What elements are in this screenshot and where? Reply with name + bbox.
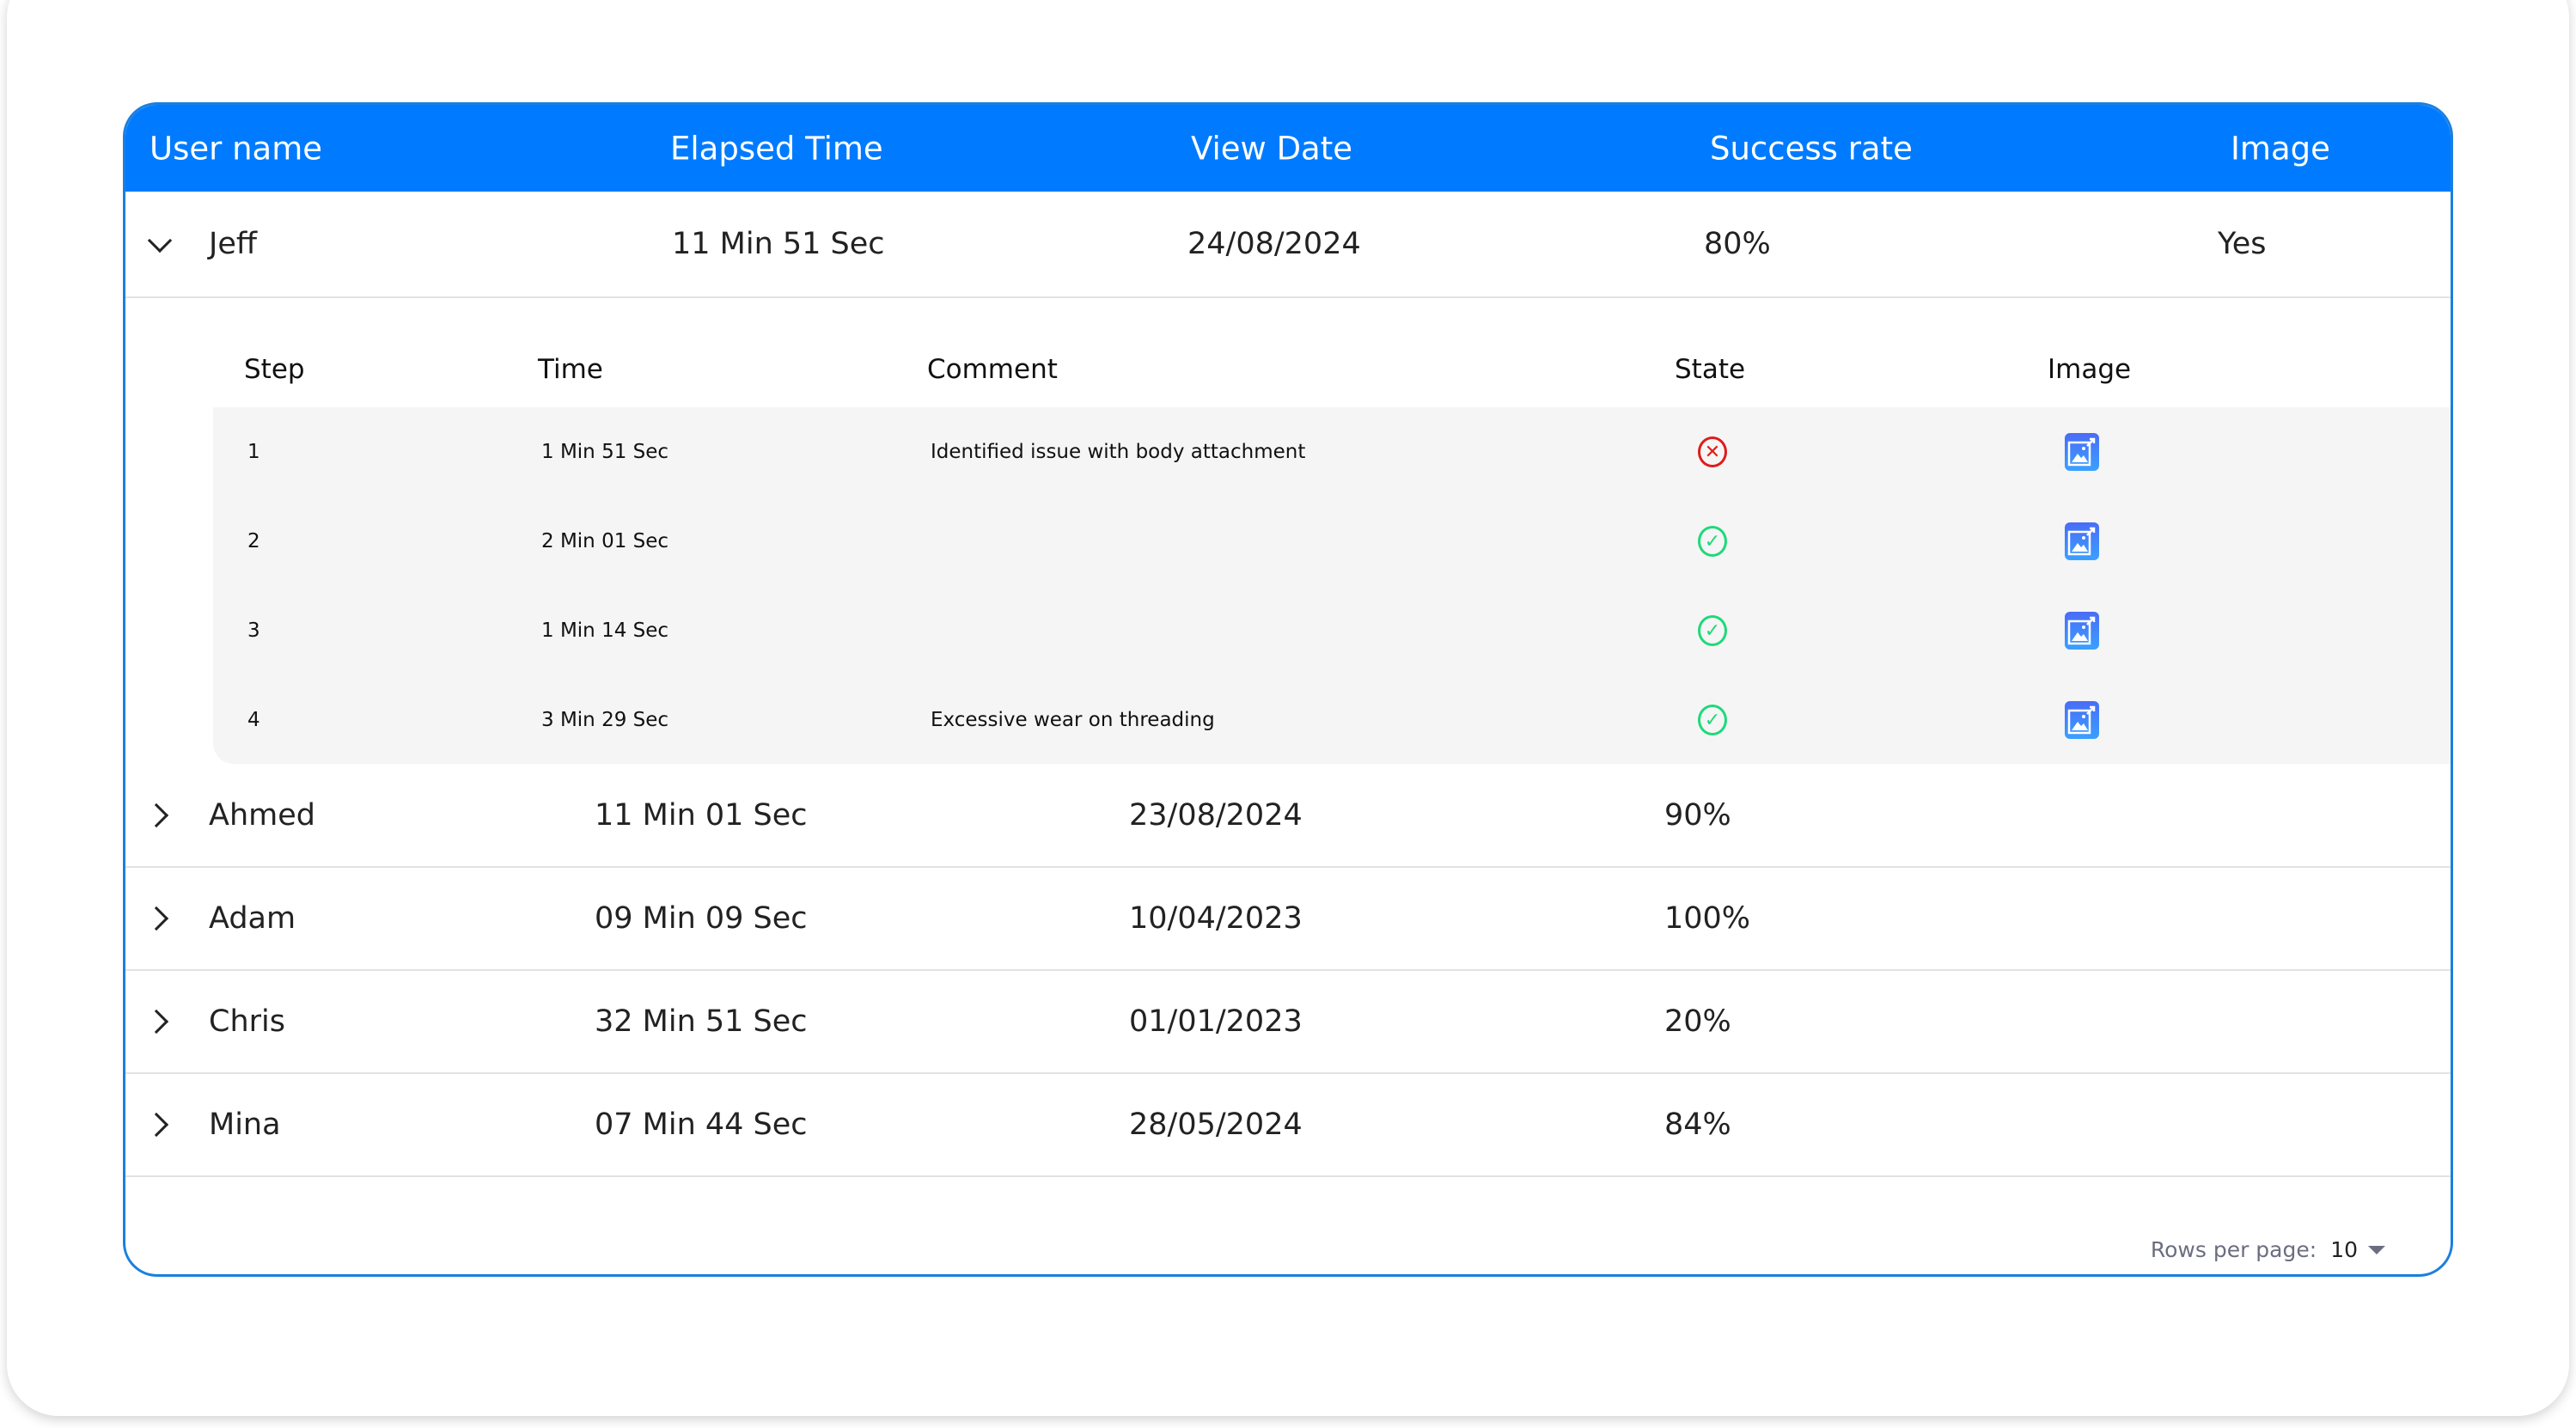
image-preview-icon[interactable] [2065, 433, 2099, 471]
success-rate: 90% [1664, 798, 1731, 833]
check-circle-icon: ✓ [1698, 615, 1727, 646]
x-circle-icon: ✕ [1698, 436, 1727, 467]
step-comment: Excessive wear on threading [931, 709, 1215, 731]
user-name: Chris [209, 1004, 285, 1039]
step-number: 3 [247, 619, 260, 642]
elapsed-time: 32 Min 51 Sec [595, 1004, 808, 1039]
step-row: 4 3 Min 29 Sec Excessive wear on threadi… [213, 675, 2451, 764]
steps-header-step: Step [244, 354, 305, 385]
table-row[interactable]: Mina 07 Min 44 Sec 28/05/2024 84% [125, 1074, 2451, 1177]
header-user-name[interactable]: User name [150, 130, 323, 167]
steps-header-image: Image [2048, 354, 2132, 385]
steps-header-state: State [1675, 354, 1746, 385]
user-name: Mina [209, 1108, 281, 1142]
elapsed-time: 11 Min 51 Sec [672, 227, 885, 261]
table-row[interactable]: Ahmed 11 Min 01 Sec 23/08/2024 90% [125, 765, 2451, 868]
header-image[interactable]: Image [2231, 130, 2330, 167]
rows-per-page-value: 10 [2330, 1237, 2358, 1262]
header-success-rate[interactable]: Success rate [1710, 130, 1913, 167]
dropdown-arrow-icon[interactable] [2368, 1245, 2385, 1254]
header-elapsed-time[interactable]: Elapsed Time [670, 130, 883, 167]
image-preview-icon[interactable] [2065, 701, 2099, 739]
view-date: 10/04/2023 [1129, 901, 1303, 936]
step-row: 1 1 Min 51 Sec Identified issue with bod… [213, 407, 2451, 497]
check-circle-icon: ✓ [1698, 526, 1727, 557]
step-time: 1 Min 14 Sec [541, 619, 669, 642]
table-row[interactable]: Chris 32 Min 51 Sec 01/01/2023 20% [125, 971, 2451, 1074]
table-header: User name Elapsed Time View Date Success… [125, 105, 2451, 192]
step-number: 1 [247, 441, 260, 463]
chevron-right-icon[interactable] [143, 906, 169, 931]
view-date: 28/05/2024 [1129, 1108, 1303, 1142]
step-number: 2 [247, 530, 260, 552]
step-row: 2 2 Min 01 Sec ✓ [213, 497, 2451, 586]
steps-header: Step Time Comment State Image [213, 332, 2451, 407]
step-row: 3 1 Min 14 Sec ✓ [213, 586, 2451, 675]
chevron-right-icon[interactable] [143, 1112, 169, 1138]
step-time: 1 Min 51 Sec [541, 441, 669, 463]
chevron-right-icon[interactable] [143, 802, 169, 828]
check-circle-icon: ✓ [1698, 705, 1727, 735]
steps-header-comment: Comment [927, 354, 1058, 385]
success-rate: 84% [1664, 1108, 1731, 1142]
chevron-right-icon[interactable] [143, 1009, 169, 1034]
data-table: User name Elapsed Time View Date Success… [123, 102, 2453, 1277]
table-row[interactable]: Adam 09 Min 09 Sec 10/04/2023 100% [125, 868, 2451, 971]
user-name: Ahmed [209, 798, 315, 833]
table-row-expanded[interactable]: Jeff 11 Min 51 Sec 24/08/2024 80% Yes [125, 192, 2451, 298]
step-number: 4 [247, 709, 260, 731]
view-date: 23/08/2024 [1129, 798, 1303, 833]
view-date: 24/08/2024 [1187, 227, 1361, 261]
elapsed-time: 11 Min 01 Sec [595, 798, 808, 833]
step-comment: Identified issue with body attachment [931, 441, 1306, 463]
success-rate: 100% [1664, 901, 1751, 936]
user-name: Jeff [209, 227, 257, 261]
rows-per-page-label: Rows per page: [2150, 1237, 2317, 1262]
view-date: 01/01/2023 [1129, 1004, 1303, 1039]
elapsed-time: 09 Min 09 Sec [595, 901, 808, 936]
elapsed-time: 07 Min 44 Sec [595, 1108, 808, 1142]
header-view-date[interactable]: View Date [1191, 130, 1352, 167]
pagination-footer: Rows per page: 10 [2151, 1237, 2385, 1262]
rows-per-page-select[interactable]: 10 [2330, 1237, 2385, 1262]
chevron-down-icon[interactable] [147, 228, 173, 253]
user-name: Adam [209, 901, 296, 936]
steps-subtable: Step Time Comment State Image 1 1 Min 51… [213, 332, 2451, 764]
step-time: 3 Min 29 Sec [541, 709, 669, 731]
success-rate: 80% [1704, 227, 1771, 261]
image-preview-icon[interactable] [2065, 612, 2099, 650]
step-time: 2 Min 01 Sec [541, 530, 669, 552]
success-rate: 20% [1664, 1004, 1731, 1039]
steps-header-time: Time [538, 354, 603, 385]
image-preview-icon[interactable] [2065, 522, 2099, 560]
image-flag: Yes [2218, 227, 2267, 261]
